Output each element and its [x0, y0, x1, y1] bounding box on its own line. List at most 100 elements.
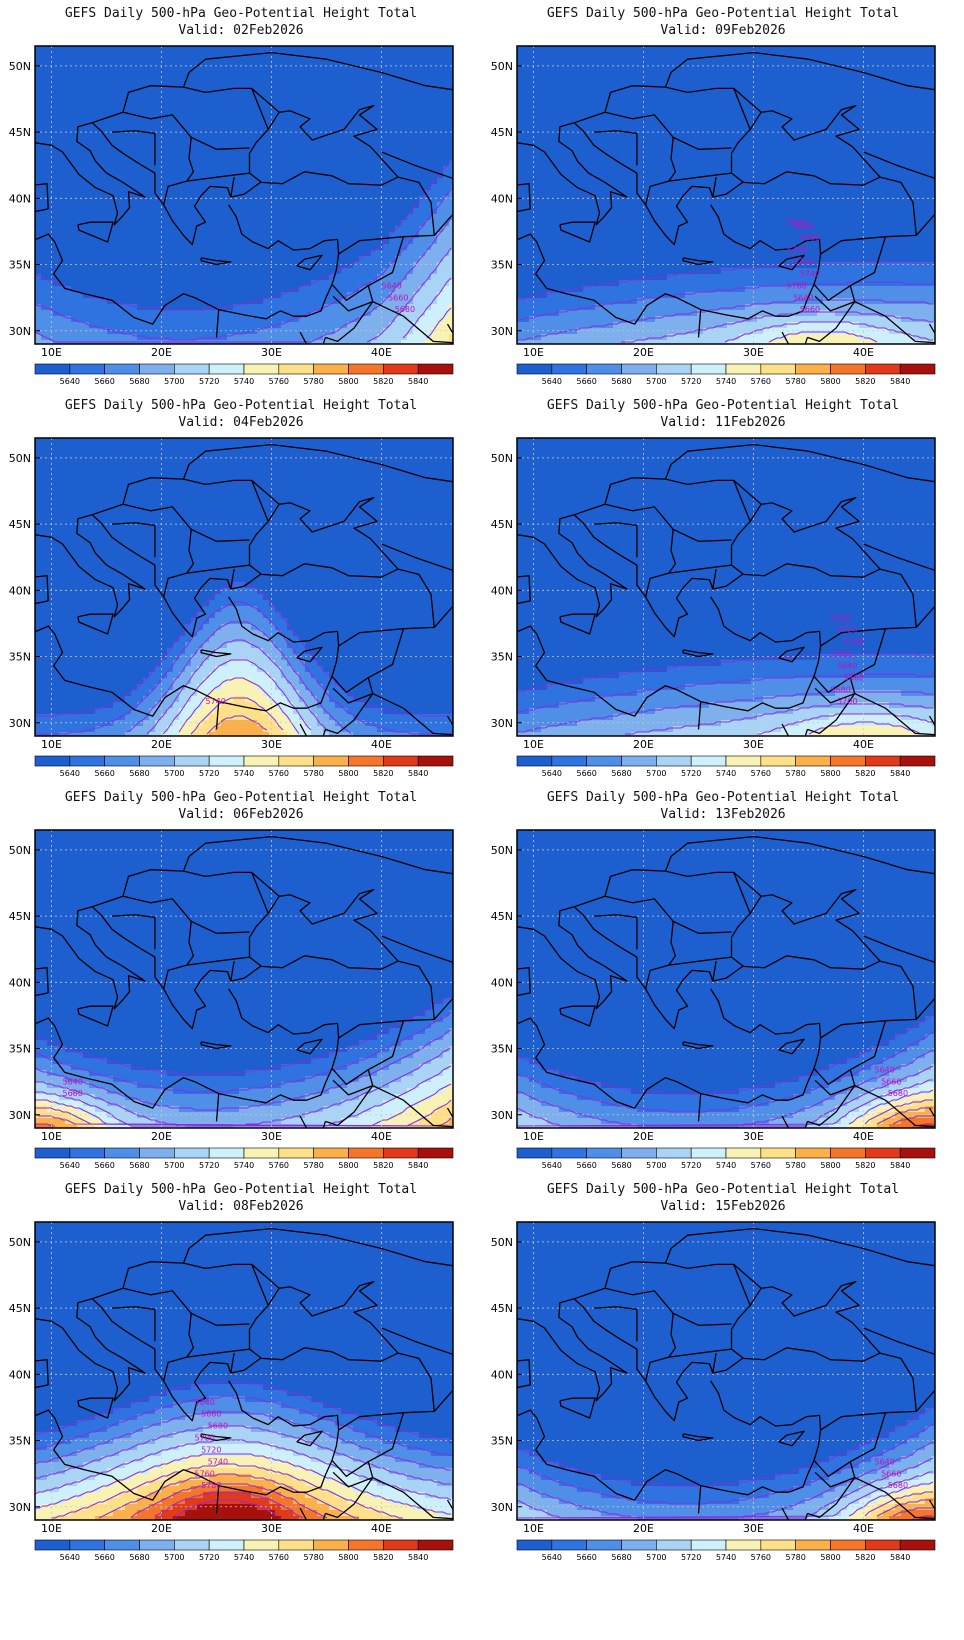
contour-label: 5680	[888, 1481, 908, 1490]
contour-line	[51, 1463, 403, 1519]
colorbar-swatch	[725, 1147, 762, 1159]
longitude-label: 20E	[151, 738, 172, 751]
colorbar-swatch	[725, 1539, 762, 1551]
coastline	[332, 1069, 374, 1096]
map-panel: GEFS Daily 500-hPa Geo-Potential Height …	[0, 392, 482, 802]
contour-label: 5660	[793, 222, 813, 231]
colorbar-swatch	[621, 1539, 657, 1551]
latitude-label: 40N	[9, 1368, 31, 1381]
colorbar-label: 5760	[269, 769, 289, 778]
coastline	[452, 138, 453, 140]
latitude-label: 50N	[491, 60, 513, 73]
colorbar-label: 5720	[681, 1161, 701, 1170]
contour-label: 5760	[831, 650, 851, 659]
coastline	[934, 922, 935, 924]
coastline	[381, 543, 453, 572]
contour-line	[35, 993, 452, 1075]
map-panel: GEFS Daily 500-hPa Geo-Potential Height …	[0, 0, 482, 410]
longitude-label: 10E	[523, 346, 544, 359]
coastline	[332, 1461, 374, 1488]
height-field: 5700 5720 5740 5760 5640 5660 5680 5700	[517, 438, 935, 736]
colorbar-swatch	[313, 1147, 349, 1159]
contour-line	[35, 1099, 452, 1127]
colorbar-swatch	[516, 1147, 553, 1159]
colorbar-swatch	[795, 755, 831, 767]
latitude-label: 35N	[9, 259, 31, 272]
colorbar-swatch	[139, 755, 175, 767]
coastline	[517, 1380, 822, 1501]
contour-line	[154, 1491, 304, 1519]
coastline	[708, 579, 714, 590]
coastline	[697, 701, 702, 730]
latitude-label: 30N	[491, 1501, 513, 1514]
longitude-label: 20E	[151, 1130, 172, 1143]
colorbar-label: 5700	[164, 769, 184, 778]
contour-label: 5760	[195, 1469, 215, 1478]
map-panel: GEFS Daily 500-hPa Geo-Potential Height …	[0, 1176, 482, 1586]
coastline	[248, 888, 399, 970]
colorbar-label: 5720	[199, 377, 219, 386]
coastline	[296, 1430, 323, 1447]
colorbar-swatch	[313, 1539, 349, 1551]
contour-label: 5640	[837, 661, 857, 670]
latitude-label: 45N	[9, 518, 31, 531]
coastline	[91, 122, 261, 246]
colorbar-label: 5780	[303, 1553, 323, 1562]
colorbar-swatch	[899, 755, 936, 767]
coastline	[517, 183, 531, 213]
colorbar-swatch	[348, 755, 384, 767]
colorbar-label: 5780	[303, 377, 323, 386]
coastline	[820, 1352, 917, 1431]
colorbar-label: 5680	[611, 769, 631, 778]
coastline	[299, 1115, 327, 1128]
colorbar-swatch	[383, 1147, 419, 1159]
colorbar-label: 5700	[164, 377, 184, 386]
coastline	[682, 1041, 714, 1050]
coastline	[215, 1093, 220, 1122]
coastline	[573, 514, 743, 638]
coastline	[664, 51, 935, 91]
coastline	[433, 1389, 453, 1412]
coastline	[381, 151, 453, 180]
coastline	[814, 285, 856, 312]
colorbar-swatch	[795, 1539, 831, 1551]
coastline	[820, 568, 917, 647]
colorbar-label: 5760	[269, 377, 289, 386]
colorbar-swatch	[830, 1539, 866, 1551]
colorbar-swatch	[516, 363, 553, 375]
longitude-label: 10E	[523, 1522, 544, 1535]
height-field: 5640 5660 5680	[35, 46, 453, 344]
colorbar-label: 5780	[785, 1161, 805, 1170]
coastline	[593, 914, 638, 950]
colorbar-swatch	[208, 1147, 245, 1159]
coastline	[668, 956, 732, 966]
contour-label: 5680	[395, 305, 415, 314]
colorbar-label: 5800	[338, 769, 358, 778]
contour-label: 5740	[208, 1457, 228, 1466]
contour-line	[35, 1395, 452, 1457]
coastline	[91, 477, 269, 522]
colorbar-label: 5780	[303, 1161, 323, 1170]
coastline	[91, 906, 261, 1030]
contour-line	[178, 677, 300, 735]
coastline	[122, 1287, 195, 1382]
coastline	[915, 1389, 935, 1412]
coastline	[331, 1020, 405, 1085]
colorbar-swatch	[516, 755, 553, 767]
contour-line	[517, 1441, 934, 1519]
coastline	[296, 646, 323, 663]
contour-line	[162, 659, 312, 735]
latitude-label: 45N	[491, 1302, 513, 1315]
longitude-label: 20E	[151, 1522, 172, 1535]
colorbar-label: 5700	[646, 1161, 666, 1170]
colorbar-swatch	[830, 363, 866, 375]
coastline	[712, 176, 717, 198]
contour-label: 5740	[844, 638, 864, 647]
longitude-label: 40E	[853, 1522, 874, 1535]
colorbar-swatch	[899, 1147, 936, 1159]
coastline	[781, 1507, 809, 1520]
panel-title: GEFS Daily 500-hPa Geo-Potential Height …	[482, 1181, 964, 1198]
latitude-label: 50N	[9, 1236, 31, 1249]
colorbar-swatch	[586, 1539, 622, 1551]
